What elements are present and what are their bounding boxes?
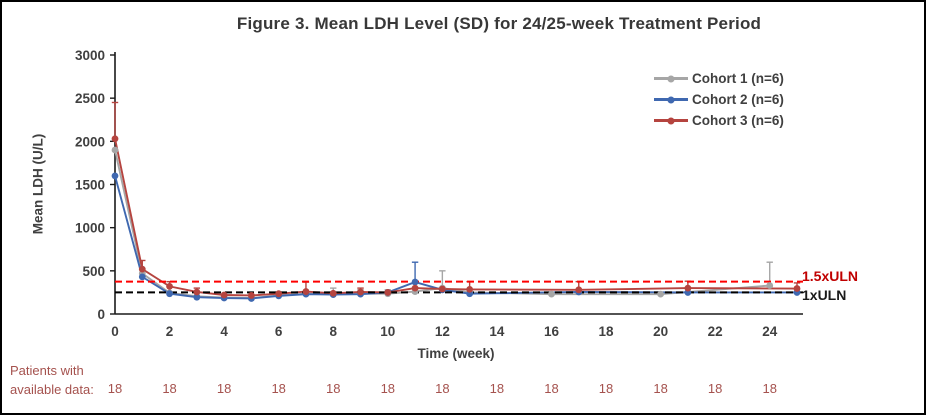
x-tick-label: 14 xyxy=(489,324,505,339)
patient-count-week-24: 18 xyxy=(762,381,777,396)
patients-label-line2: available data: xyxy=(10,381,94,397)
series-marker-2 xyxy=(302,288,310,295)
legend-label: Cohort 3 (n=6) xyxy=(692,113,784,128)
series-marker-2 xyxy=(329,289,337,297)
uln-1-5x-label: 1.5xULN xyxy=(802,268,859,284)
patient-count-week-12: 18 xyxy=(435,381,450,396)
series-marker-2 xyxy=(575,286,583,294)
x-tick-label: 12 xyxy=(435,324,450,339)
legend: Cohort 1 (n=6) Cohort 2 (n=6) Cohort 3 (… xyxy=(654,70,784,129)
x-tick-label: 18 xyxy=(599,324,615,339)
series-marker-2 xyxy=(220,291,228,299)
patient-count-week-16: 18 xyxy=(544,381,559,396)
series-marker-2 xyxy=(411,284,419,292)
series-marker-0 xyxy=(766,282,774,289)
series-marker-2 xyxy=(466,285,474,293)
y-tick-label: 0 xyxy=(97,307,105,322)
x-tick-label: 2 xyxy=(166,324,174,339)
patient-count-week-22: 18 xyxy=(707,381,723,396)
series-marker-2 xyxy=(193,288,201,296)
legend-item-cohort-3: Cohort 3 (n=6) xyxy=(654,112,784,129)
y-axis-title: Mean LDH (U/L) xyxy=(30,133,46,235)
uln-1x-label: 1xULN xyxy=(802,287,847,303)
x-tick-label: 4 xyxy=(220,324,228,339)
patient-count-week-14: 18 xyxy=(489,381,505,396)
series-marker-2 xyxy=(438,285,446,293)
patient-count-week-6: 18 xyxy=(271,381,286,396)
series-marker-0 xyxy=(548,290,555,298)
series-marker-2 xyxy=(138,265,146,273)
patients-label-line1: Patients with xyxy=(10,363,84,378)
cohort-3-line-marker-icon xyxy=(654,117,688,124)
series-marker-2 xyxy=(275,290,283,298)
patient-count-week-8: 18 xyxy=(326,381,341,396)
y-tick-label: 1500 xyxy=(75,178,105,193)
legend-item-cohort-1: Cohort 1 (n=6) xyxy=(654,70,784,87)
patient-count-week-10: 18 xyxy=(380,381,396,396)
series-marker-1 xyxy=(411,278,419,286)
patients-available-label: Patients with available data: xyxy=(10,362,94,400)
series-marker-2 xyxy=(684,284,692,292)
x-axis-title: Time (week) xyxy=(417,346,495,361)
cohort-1-line-marker-icon xyxy=(654,75,688,82)
patient-count-week-0: 18 xyxy=(107,381,123,396)
legend-label: Cohort 1 (n=6) xyxy=(692,71,784,86)
x-tick-label: 6 xyxy=(275,324,283,339)
chart-title: Figure 3. Mean LDH Level (SD) for 24/25-… xyxy=(236,14,762,33)
y-tick-label: 3000 xyxy=(75,48,105,63)
series-marker-0 xyxy=(657,290,664,298)
x-tick-label: 0 xyxy=(111,324,119,339)
series-marker-2 xyxy=(248,292,255,299)
y-tick-label: 2500 xyxy=(75,91,105,106)
patient-count-week-18: 18 xyxy=(598,381,614,396)
y-tick-label: 500 xyxy=(82,264,105,279)
legend-label: Cohort 2 (n=6) xyxy=(692,92,784,107)
series-marker-0 xyxy=(111,146,119,154)
x-tick-label: 16 xyxy=(544,324,560,339)
y-tick-label: 2000 xyxy=(75,134,105,149)
x-tick-label: 20 xyxy=(653,324,668,339)
series-marker-2 xyxy=(357,288,364,296)
patient-count-week-20: 18 xyxy=(653,381,668,396)
series-marker-1 xyxy=(193,293,201,301)
cohort-2-line-marker-icon xyxy=(654,96,688,103)
patient-count-week-4: 18 xyxy=(216,381,232,396)
x-tick-label: 8 xyxy=(329,324,337,339)
series-marker-1 xyxy=(138,273,146,281)
y-tick-label: 1000 xyxy=(75,221,105,236)
legend-item-cohort-2: Cohort 2 (n=6) xyxy=(654,91,784,108)
series-line-1 xyxy=(114,175,797,300)
series-marker-2 xyxy=(166,282,173,290)
x-tick-label: 10 xyxy=(380,324,395,339)
series-marker-2 xyxy=(111,135,119,143)
x-tick-label: 22 xyxy=(708,324,723,339)
series-marker-2 xyxy=(793,285,801,292)
patient-count-week-2: 18 xyxy=(162,381,177,396)
series-marker-1 xyxy=(111,172,119,180)
series-marker-1 xyxy=(166,290,173,298)
patients-count-row: 18 18 18 18 18 18 18 18 18 18 18 18 18 xyxy=(2,381,924,401)
series-marker-2 xyxy=(384,289,392,296)
series-line-2 xyxy=(114,138,798,297)
x-tick-label: 24 xyxy=(762,324,778,339)
